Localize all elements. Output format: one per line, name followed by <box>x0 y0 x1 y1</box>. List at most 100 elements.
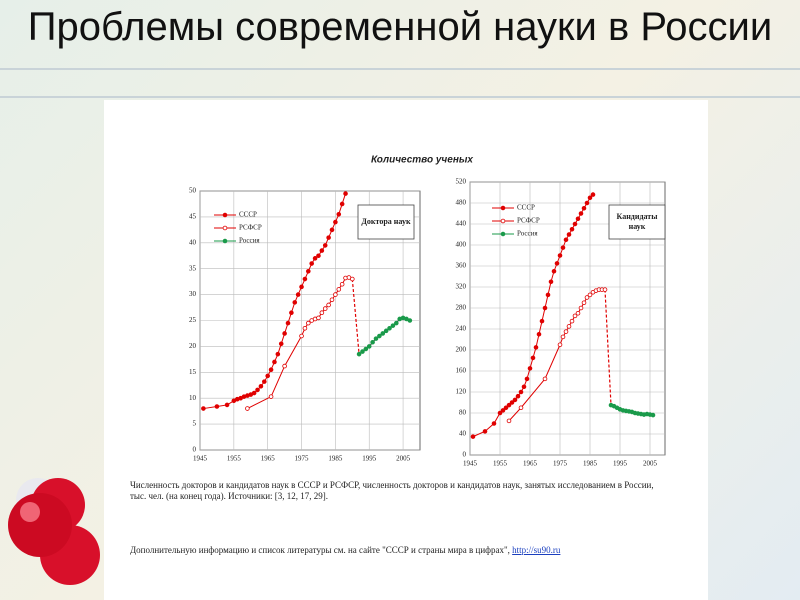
data-point <box>533 345 539 350</box>
legend-marker <box>500 205 506 211</box>
data-point <box>360 349 365 354</box>
x-tick-label: 1975 <box>295 455 310 463</box>
divider <box>0 96 800 98</box>
data-point <box>356 351 362 357</box>
data-point <box>575 310 581 316</box>
y-tick-label: 10 <box>189 394 197 402</box>
y-tick-label: 520 <box>456 178 467 186</box>
data-point <box>380 331 386 336</box>
data-point <box>265 373 270 379</box>
data-point <box>566 324 572 329</box>
data-point <box>302 276 308 282</box>
data-point <box>578 211 584 216</box>
data-point <box>336 287 342 292</box>
data-point <box>584 295 590 300</box>
data-point <box>530 355 536 361</box>
data-point <box>292 300 298 305</box>
data-point <box>563 237 569 243</box>
data-point <box>560 245 566 250</box>
y-tick-label: 200 <box>456 346 467 354</box>
y-tick-label: 40 <box>189 238 197 246</box>
data-point <box>470 434 476 439</box>
data-point <box>306 268 311 274</box>
x-tick-label: 1975 <box>553 460 568 468</box>
data-point <box>524 376 530 382</box>
x-tick-label: 1955 <box>227 455 242 463</box>
x-tick-label: 1965 <box>523 460 538 468</box>
data-point <box>407 318 413 323</box>
figure-caption: Численность докторов и кандидатов наук в… <box>130 480 654 501</box>
x-tick-label: 1945 <box>193 455 208 463</box>
data-point <box>339 201 345 207</box>
data-point <box>587 195 593 201</box>
data-point <box>536 331 542 337</box>
data-point <box>214 404 220 409</box>
data-point <box>581 300 587 306</box>
data-point <box>518 405 524 411</box>
legend-label: Россия <box>239 237 260 245</box>
data-point <box>566 232 572 237</box>
data-point <box>578 305 584 311</box>
data-point <box>554 261 560 266</box>
annotation-line: наук <box>629 222 646 231</box>
data-point <box>491 421 497 426</box>
legend-label: РСФСР <box>239 224 262 232</box>
data-point <box>329 297 335 303</box>
data-point <box>251 390 257 396</box>
data-point <box>316 253 321 259</box>
y-tick-label: 50 <box>189 187 197 195</box>
legend-marker <box>222 238 228 244</box>
data-point <box>333 219 338 225</box>
data-point <box>602 287 608 292</box>
data-point <box>569 226 575 232</box>
x-tick-label: 1955 <box>493 460 508 468</box>
data-point <box>309 261 314 266</box>
legend-marker <box>222 225 228 231</box>
y-tick-label: 15 <box>189 368 197 376</box>
data-point <box>497 410 503 416</box>
x-tick-label: 1965 <box>261 455 276 463</box>
y-tick-label: 30 <box>189 290 197 298</box>
y-tick-label: 80 <box>459 409 467 417</box>
data-point <box>569 318 575 324</box>
data-point <box>258 383 264 389</box>
data-point <box>319 310 325 316</box>
legend-label: СССР <box>239 211 257 219</box>
data-point <box>316 315 321 321</box>
data-point <box>262 379 267 384</box>
data-point <box>650 412 656 418</box>
x-tick-label: 2005 <box>643 460 658 468</box>
y-tick-label: 20 <box>189 342 197 350</box>
data-point <box>584 200 590 206</box>
data-point <box>512 397 518 403</box>
y-tick-label: 240 <box>456 325 467 333</box>
legend-marker <box>500 231 506 237</box>
data-point <box>272 359 277 365</box>
data-point <box>572 221 578 227</box>
data-point <box>306 320 311 326</box>
data-point <box>312 256 318 261</box>
y-tick-label: 320 <box>456 283 467 291</box>
data-point <box>275 351 281 357</box>
data-point <box>289 310 294 316</box>
data-point <box>319 248 325 253</box>
annotation: Доктора наук <box>361 217 411 226</box>
footer-link[interactable]: http://su90.ru <box>512 545 561 555</box>
data-point <box>255 387 260 393</box>
x-tick-label: 2005 <box>396 455 411 463</box>
data-point <box>299 284 304 290</box>
y-tick-label: 480 <box>456 199 467 207</box>
data-point <box>336 212 342 217</box>
legend-label: СССР <box>517 204 535 212</box>
data-point <box>581 205 587 211</box>
data-point <box>521 384 527 390</box>
data-point <box>373 336 379 341</box>
data-point <box>575 216 581 222</box>
data-point <box>539 318 545 324</box>
annotation-line: Кандидаты <box>617 212 659 221</box>
transition-line <box>604 289 612 406</box>
data-point <box>329 227 335 233</box>
data-point <box>201 406 206 411</box>
y-tick-label: 40 <box>459 430 467 438</box>
